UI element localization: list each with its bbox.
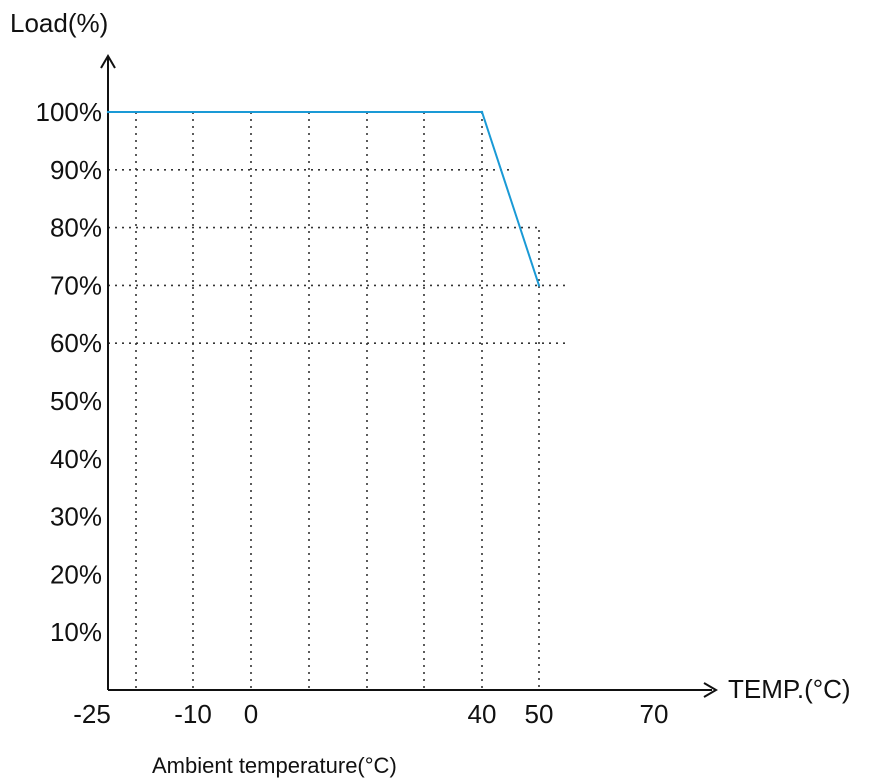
grid-layer (108, 112, 566, 690)
y-tick-label: 60% (50, 328, 102, 358)
x-tick-label: -10 (174, 699, 212, 729)
x-axis-arrowhead (703, 682, 718, 698)
derating-curve-point (537, 284, 541, 287)
x-tick-label: 40 (468, 699, 497, 729)
tick-layer: 100% 90% 80% 70% 60% 50% 40% 30% 20% 10% -25 -10 0 40… (36, 97, 669, 729)
y-tick-label: 50% (50, 386, 102, 416)
x-tick-label: 70 (640, 699, 669, 729)
y-axis-title: Load(%) (10, 8, 108, 38)
y-tick-label: 10% (50, 617, 102, 647)
axis-layer (100, 54, 718, 698)
y-tick-label: 100% (36, 97, 103, 127)
series-layer (106, 110, 541, 287)
derating-curve-point (480, 110, 484, 114)
y-tick-label: 30% (50, 502, 102, 532)
derating-curve-line (108, 111, 540, 286)
x-tick-label: 0 (244, 699, 258, 729)
x-tick-label: 50 (525, 699, 554, 729)
x-axis-title: TEMP.(°C) (728, 674, 851, 704)
y-tick-label: 70% (50, 270, 102, 300)
y-tick-label: 40% (50, 444, 102, 474)
y-tick-label: 80% (50, 213, 102, 243)
y-axis-arrowhead (100, 54, 116, 69)
x-tick-label: -25 (73, 699, 111, 729)
y-tick-label: 20% (50, 559, 102, 589)
y-tick-label: 90% (50, 155, 102, 185)
chart-caption: Ambient temperature(°C) (152, 753, 397, 778)
derating-curve-point (106, 110, 110, 114)
